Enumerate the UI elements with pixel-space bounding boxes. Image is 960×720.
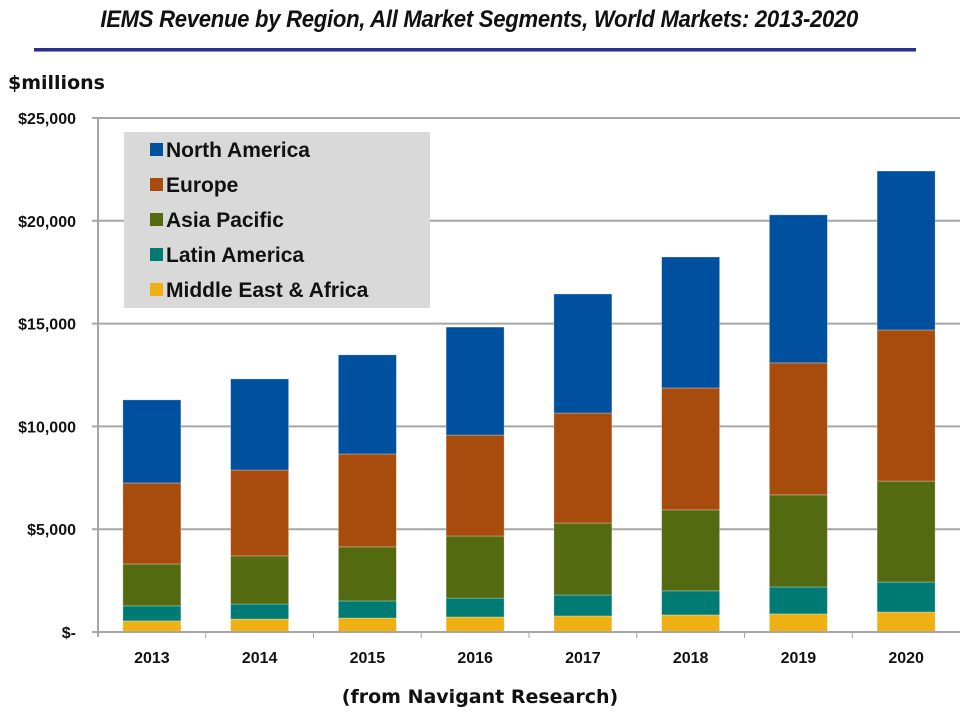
legend-swatch-asia-pacific (150, 213, 163, 226)
bar-segment-europe-2015 (337, 453, 397, 548)
bar-segment-north-america-2017 (553, 293, 613, 414)
y-tick-label: $20,000 (18, 214, 76, 231)
y-axis-ticks: $- $5,000 $10,000 $15,000 $20,000 $25,000 (18, 111, 76, 642)
legend: North America Europe Asia Pacific Latin Ame… (124, 132, 430, 308)
y-tick-label: $- (62, 625, 76, 642)
legend-label: Asia Pacific (166, 209, 284, 232)
bar-segment-latin-america-2018 (661, 590, 721, 616)
x-tick-label: 2017 (565, 650, 601, 667)
bar-segment-asia-pacific-2014 (230, 555, 290, 605)
bar-segment-europe-2018 (661, 387, 721, 511)
bar-segment-asia-pacific-2015 (337, 546, 397, 602)
legend-swatch-north-america (150, 143, 163, 156)
bar-segment-north-america-2019 (768, 214, 828, 364)
bar-segment-latin-america-2017 (553, 594, 613, 617)
x-tick-label: 2013 (134, 650, 170, 667)
legend-label: Europe (166, 174, 238, 197)
y-tick-label: $10,000 (18, 419, 76, 436)
x-tick-label: 2020 (888, 650, 924, 667)
legend-label: Latin America (166, 244, 304, 267)
bar-segment-latin-america-2016 (445, 597, 505, 618)
bar-segment-north-america-2016 (445, 326, 505, 436)
bar-segment-latin-america-2019 (768, 586, 828, 615)
bar-segment-middle-east-africa-2017 (553, 615, 613, 633)
bar-segment-asia-pacific-2017 (553, 522, 613, 596)
bar-segment-middle-east-africa-2014 (230, 618, 290, 633)
bar-segment-north-america-2020 (876, 170, 936, 331)
bar-segment-middle-east-africa-2018 (661, 614, 721, 633)
bar-segment-europe-2014 (230, 469, 290, 557)
legend-label: North America (166, 139, 310, 162)
bar-segment-latin-america-2013 (122, 605, 182, 622)
y-tick-label: $5,000 (27, 522, 76, 539)
bar-segment-europe-2020 (876, 329, 936, 482)
legend-label: Middle East & Africa (166, 279, 369, 302)
bars (122, 170, 936, 633)
bar-segment-europe-2017 (553, 412, 613, 524)
x-tick-label: 2016 (457, 650, 493, 667)
bar-segment-europe-2016 (445, 434, 505, 537)
bar-segment-asia-pacific-2013 (122, 563, 182, 607)
bar-segment-middle-east-africa-2016 (445, 616, 505, 633)
bar-segment-middle-east-africa-2019 (768, 613, 828, 633)
axes (92, 118, 960, 637)
x-tick-label: 2015 (350, 650, 386, 667)
y-tick-label: $25,000 (18, 111, 76, 128)
legend-box (124, 132, 430, 308)
legend-swatch-latin-america (150, 248, 163, 261)
bar-segment-middle-east-africa-2013 (122, 620, 182, 633)
bar-segment-north-america-2014 (230, 378, 290, 471)
bar-segment-north-america-2015 (337, 354, 397, 455)
bar-segment-europe-2019 (768, 362, 828, 496)
bar-segment-latin-america-2014 (230, 603, 290, 620)
bar-segment-latin-america-2020 (876, 581, 936, 613)
x-tick-label: 2019 (781, 650, 817, 667)
source-note: (from Navigant Research) (341, 686, 619, 708)
bar-segment-asia-pacific-2019 (768, 494, 828, 588)
bar-segment-middle-east-africa-2020 (876, 611, 936, 633)
bar-segment-middle-east-africa-2015 (337, 617, 397, 633)
bar-segment-north-america-2018 (661, 256, 721, 389)
legend-swatch-middle-east-africa (150, 283, 163, 296)
chart-title: IEMS Revenue by Region, All Market Segme… (100, 6, 859, 33)
bar-segment-asia-pacific-2018 (661, 509, 721, 592)
bar-segment-asia-pacific-2020 (876, 480, 936, 583)
x-tick-label: 2018 (673, 650, 709, 667)
x-axis-ticks: 2013 2014 2015 2016 2017 2018 2019 2020 (134, 632, 924, 667)
bar-segment-latin-america-2015 (337, 600, 397, 619)
x-tick-label: 2014 (242, 650, 278, 667)
bar-segment-north-america-2013 (122, 399, 182, 484)
y-tick-label: $15,000 (18, 317, 76, 334)
legend-swatch-europe (150, 178, 163, 191)
y-axis-label: $millions (8, 72, 105, 94)
bar-segment-asia-pacific-2016 (445, 535, 505, 599)
bar-segment-europe-2013 (122, 482, 182, 565)
title-underline (34, 48, 916, 52)
